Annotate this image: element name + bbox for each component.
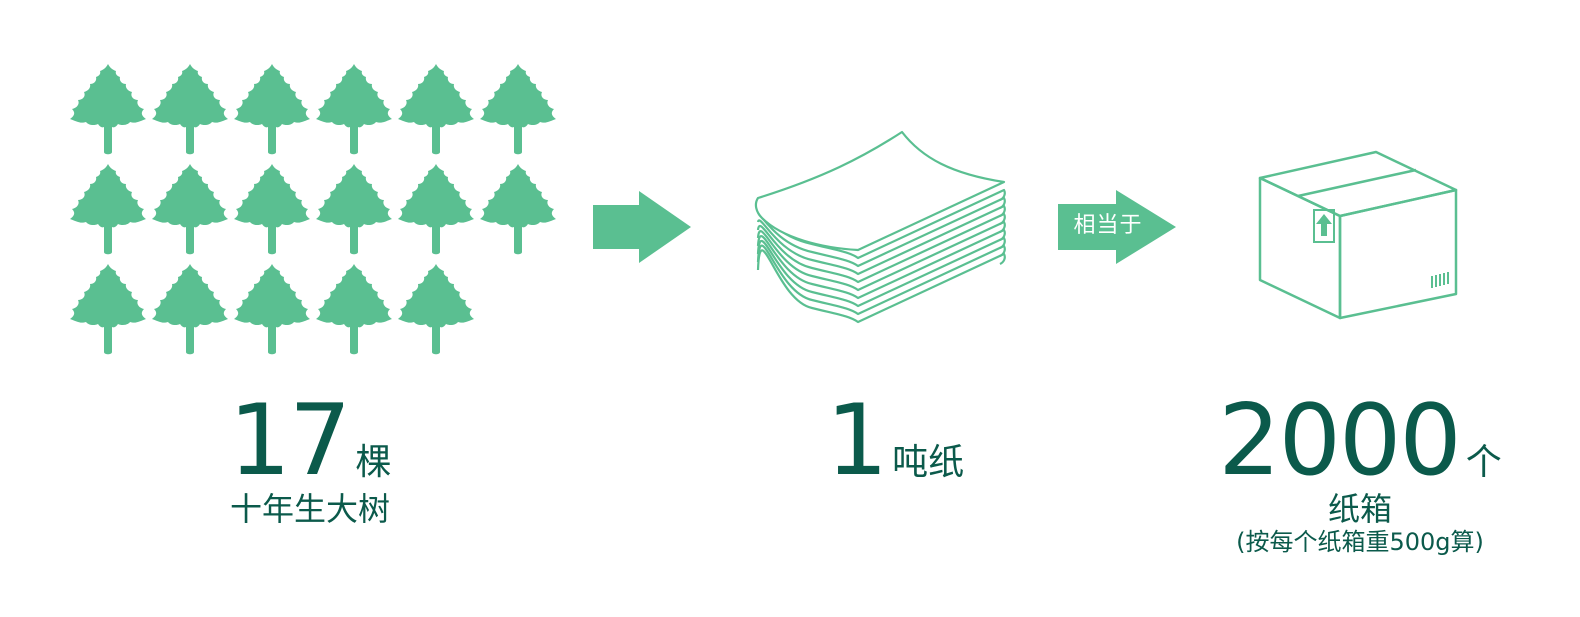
tree-icon: [70, 264, 146, 355]
tree-icon: [480, 164, 556, 255]
tree-icon: [234, 64, 310, 155]
trees-stat: 17 棵 十年生大树: [190, 392, 430, 528]
tree-icon: [152, 64, 228, 155]
tree-icon: [398, 64, 474, 155]
tree-icon: [152, 264, 228, 355]
paper-sheet: [756, 212, 1006, 284]
tree-icon: [234, 264, 310, 355]
paper-number: 1: [825, 384, 888, 498]
box-caption: 纸箱: [1327, 490, 1392, 528]
paper-sheet: [756, 249, 1006, 324]
box-note: (按每个纸箱重500g算): [1236, 528, 1484, 557]
paper-stack-icon: [754, 130, 1006, 324]
equivalent-label: 相当于: [1073, 213, 1143, 238]
paper-stat: 1 吨纸: [820, 392, 970, 490]
box-stat: 2000 个 纸箱 (按每个纸箱重500g算): [1205, 392, 1515, 557]
box-unit: 个: [1465, 442, 1502, 483]
tree-grid: [70, 62, 560, 362]
paper-sheet: [756, 196, 1006, 268]
tree-icon: [234, 164, 310, 255]
box-number: 2000: [1218, 384, 1461, 498]
tree-icon: [398, 164, 474, 255]
tree-icon: [70, 64, 146, 155]
paper-sheet: [756, 204, 1006, 276]
trees-unit: 棵: [355, 442, 392, 483]
paper-sheet: [756, 228, 1006, 300]
arrow-right-icon: [593, 191, 691, 263]
tree-icon: [152, 164, 228, 255]
paper-sheet: [756, 244, 1006, 316]
tree-icon: [316, 164, 392, 255]
trees-caption: 十年生大树: [229, 490, 390, 528]
tree-icon: [316, 64, 392, 155]
paper-sheet: [756, 236, 1006, 308]
tree-icon: [316, 264, 392, 355]
tree-icon: [480, 64, 556, 155]
tree-icon: [70, 164, 146, 255]
paper-top-sheet: [754, 130, 1006, 252]
trees-number: 17: [228, 384, 352, 498]
paper-sheet: [756, 220, 1006, 292]
equivalent-arrow-icon: [1058, 190, 1176, 264]
tree-icon: [398, 264, 474, 355]
cardboard-box-icon: [1258, 150, 1458, 320]
paper-unit: 吨纸: [892, 442, 965, 483]
